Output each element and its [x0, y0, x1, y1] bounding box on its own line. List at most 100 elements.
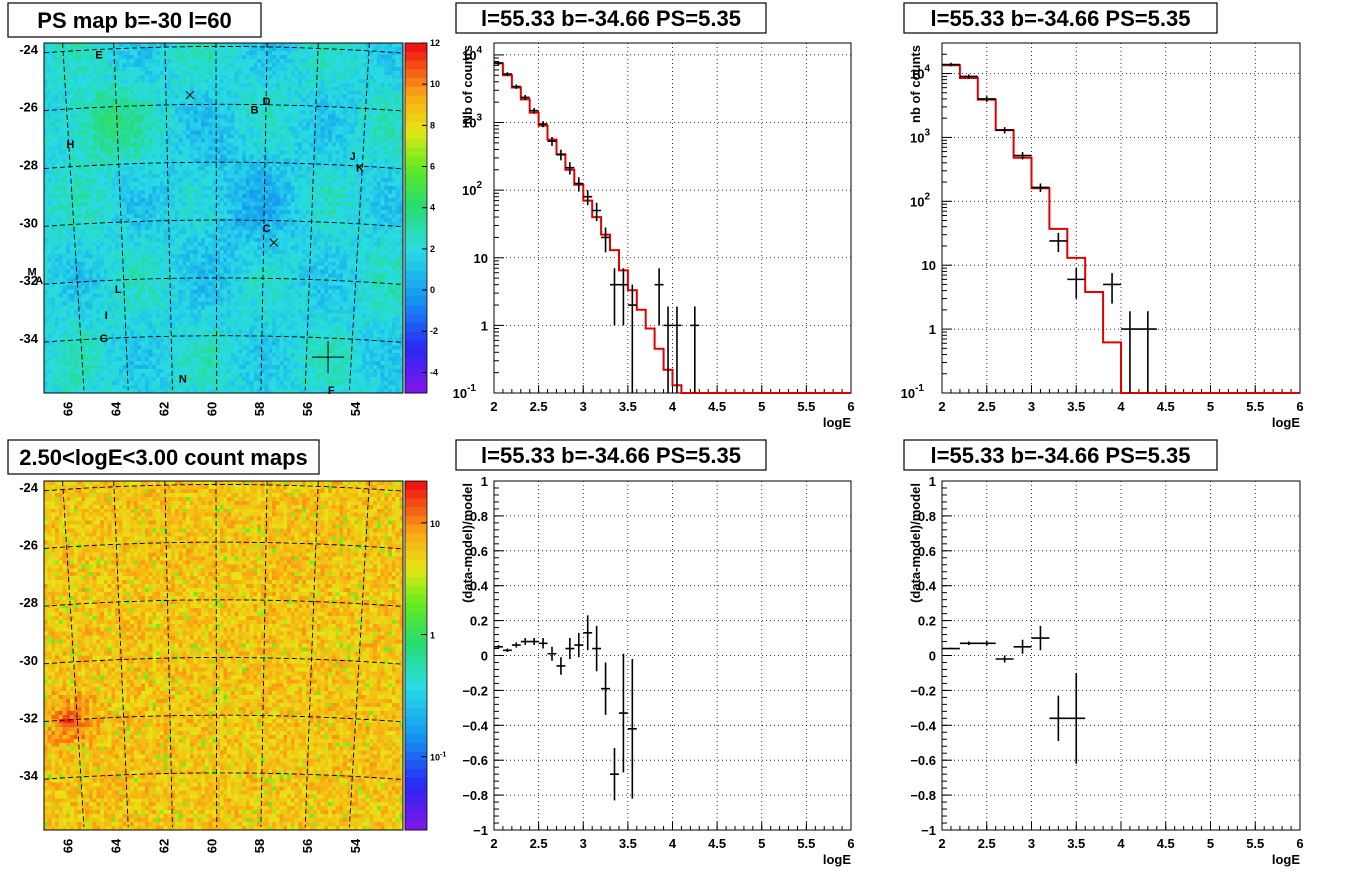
map-y-tick-label: -24	[19, 480, 39, 495]
y-tick-label: −0.2	[462, 683, 488, 698]
panel-title-residual-1-box	[455, 439, 767, 471]
colorbar-tick-label: 12	[430, 38, 440, 48]
colorbar-swatch	[405, 51, 427, 61]
colorbar-swatch	[405, 296, 427, 306]
x-tick-label: 5	[758, 399, 765, 414]
x-tick-label: 6	[1296, 399, 1303, 414]
y-tick-label: −1	[921, 823, 936, 838]
x-tick-label: 2	[938, 836, 945, 851]
colorbar-swatch	[405, 707, 427, 718]
y-tick-label: 10-1	[901, 383, 925, 401]
colorbar-frame	[404, 42, 428, 394]
x-tick-label: 2.5	[530, 836, 548, 851]
data-point	[995, 127, 1014, 134]
colorbar-tick-label: 1	[430, 631, 435, 641]
map-grid-meridian	[113, 42, 129, 391]
y-tick-label: 0.8	[470, 509, 488, 524]
colorbar-swatch	[405, 568, 427, 578]
colorbar-swatch	[405, 130, 427, 140]
colorbar-swatch	[405, 751, 427, 761]
y-tick-label: 10-1	[453, 383, 477, 401]
x-tick-label: 6	[847, 836, 854, 851]
colorbar-swatch	[405, 226, 427, 236]
y-tick-label: 0	[929, 649, 936, 664]
map-x-tick-label: 60	[204, 839, 219, 853]
map-grid-parallel	[43, 657, 404, 665]
heatmap-frame-3	[43, 480, 404, 831]
map-y-tick-label: -26	[19, 537, 38, 552]
colorbar-swatch	[405, 349, 427, 359]
source-label-J: J	[350, 151, 356, 163]
data-point	[1067, 672, 1086, 764]
panel-title-spectrum-2: l=55.33 b=-34.66 PS=5.35	[931, 6, 1191, 31]
data-point	[1031, 183, 1050, 192]
data-point	[520, 95, 530, 101]
map-grid-meridian	[164, 42, 173, 391]
source-label-C: C	[263, 223, 271, 235]
x-tick-label: 3.5	[1067, 836, 1085, 851]
colorbar-swatch	[405, 760, 427, 770]
y-tick-label: 0.2	[918, 614, 936, 629]
x-tick-label: 2	[490, 399, 497, 414]
x-tick-label: 4	[1117, 399, 1125, 414]
data-point	[618, 653, 628, 773]
map-y-tick-label: -34	[19, 768, 39, 783]
colorbar-tick-label: 0	[430, 285, 435, 295]
panel-title-residual-1: l=55.33 b=-34.66 PS=5.35	[481, 443, 741, 468]
y-tick-label: 0.4	[470, 579, 489, 594]
colorbar-swatch	[405, 261, 427, 271]
data-point	[1049, 695, 1068, 742]
y-tick-label: −0.8	[910, 788, 936, 803]
x-tick-label: 3	[580, 399, 587, 414]
colorbar-swatch	[405, 638, 427, 648]
colorbar-swatch	[405, 681, 427, 691]
map-x-tick-label: 64	[109, 401, 124, 416]
x-tick-label: 4	[669, 836, 677, 851]
plot-2: 2 2.5 3 3.5 4 4.5 5 5.5 610-1110102103104logEnb …	[901, 42, 1304, 430]
heatmap-plot-0: 66 64 62 60 58 56 54-24-26-28-30-32-34EDBHJKCM…	[19, 38, 440, 416]
data-point	[494, 645, 503, 649]
map-x-tick-label: 66	[61, 839, 76, 853]
data-point	[1121, 311, 1139, 393]
data-point	[959, 641, 978, 646]
data-point	[583, 615, 593, 651]
map-y-tick-label: -34	[19, 331, 39, 346]
source-label-L: L	[115, 284, 122, 296]
colorbar-swatch	[405, 803, 427, 814]
data-point	[654, 268, 664, 326]
colorbar-swatch	[405, 489, 427, 499]
colorbar-swatch	[405, 314, 427, 324]
plot-frame-2	[941, 42, 1301, 394]
colorbar-swatch	[405, 481, 427, 491]
map-x-tick-label: 60	[204, 402, 219, 416]
colorbar-swatch	[405, 812, 427, 822]
colorbar-swatch	[405, 375, 427, 385]
panel-title-spectrum-2-box	[903, 2, 1218, 34]
plot-4: 2 2.5 3 3.5 4 4.5 5 5.5 6 1 0.8 0.6 0.4 0.2 0 −0.2 −0.4 −…	[460, 474, 855, 867]
colorbar-swatch	[405, 533, 427, 543]
colorbar-swatch	[405, 183, 427, 193]
data-point	[672, 306, 682, 393]
colorbar-swatch	[405, 672, 427, 683]
colorbar-tick-label: 10-1	[430, 752, 446, 763]
map-x-tick-label: 58	[252, 839, 267, 853]
colorbar-swatch	[405, 795, 427, 805]
map-x-tick-label: 66	[61, 402, 76, 416]
heatmap-plot-3: 66 64 62 60 58 56 54 -24 -26 -28 -30 -32 -34 10 1 10-1	[19, 480, 446, 853]
map-y-tick-label: -30	[19, 653, 38, 668]
colorbar-swatch	[405, 121, 427, 131]
plot-frame-5	[941, 480, 1301, 831]
map-grid-meridian	[304, 42, 319, 391]
map-grid-parallel	[43, 772, 404, 781]
colorbar-swatch	[405, 542, 427, 552]
data-point	[538, 121, 548, 128]
data-point	[502, 72, 512, 77]
colorbar-swatch	[405, 60, 427, 70]
map-x-tick-label: 62	[156, 839, 171, 853]
y-tick-label: 10	[922, 258, 936, 273]
colorbar-tick-label: 6	[430, 162, 435, 172]
data-point	[610, 268, 619, 326]
map-y-tick-label: -24	[19, 42, 39, 57]
source-label-I: I	[105, 310, 108, 322]
map-grid-parallel	[43, 161, 404, 170]
